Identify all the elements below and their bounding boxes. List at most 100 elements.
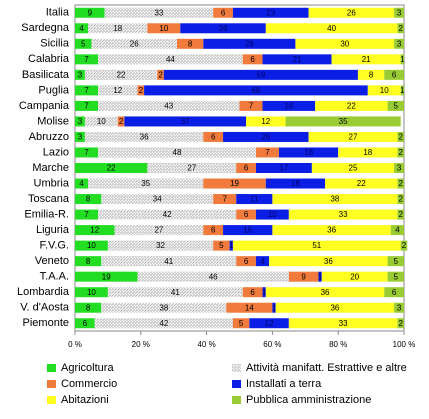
- legend-label: Agricoltura: [61, 362, 114, 374]
- bar-segment: [394, 7, 404, 18]
- value-label: 5: [394, 102, 399, 111]
- bar-segment: [272, 194, 398, 205]
- value-label: 2: [398, 195, 403, 204]
- value-label: 5: [219, 241, 224, 250]
- value-label: 1: [262, 288, 267, 297]
- legend-swatch: [47, 380, 56, 388]
- y-tick-label: Piemonte: [23, 317, 69, 329]
- bar-segment: [75, 7, 105, 18]
- value-label: 2: [398, 319, 403, 328]
- bar-segment: [114, 225, 204, 236]
- value-label: 2: [158, 70, 163, 79]
- bar-segment: [144, 85, 368, 96]
- value-label: 48: [173, 148, 182, 157]
- y-tick-label: Emilia-R.: [24, 208, 69, 220]
- bar-segment: [236, 256, 256, 267]
- bar-segment: [321, 271, 388, 282]
- value-label: 1: [272, 303, 277, 312]
- x-tick-label: 40 %: [197, 340, 215, 349]
- legend-label: Pubblica amministrazione: [246, 394, 371, 406]
- value-label: 6: [244, 210, 249, 219]
- value-label: 51: [312, 241, 321, 250]
- y-tick-label: Sardegna: [21, 22, 70, 34]
- bar-segment: [75, 302, 102, 313]
- value-label: 2: [398, 179, 403, 188]
- value-label: 38: [159, 303, 168, 312]
- value-label: 5: [239, 319, 244, 328]
- value-label: 1: [318, 272, 323, 281]
- bar-segment: [262, 287, 266, 298]
- bar-segment: [394, 163, 404, 173]
- value-label: 8: [369, 70, 374, 79]
- bar-segment: [75, 100, 99, 111]
- value-label: 3: [78, 70, 83, 79]
- bar-segment: [75, 271, 138, 282]
- bar-segment: [75, 256, 102, 267]
- bar-segment: [390, 225, 404, 236]
- bar-segment: [84, 116, 118, 127]
- bar-segment: [176, 38, 204, 49]
- bar-segment: [255, 209, 289, 220]
- bar-segment: [213, 194, 237, 205]
- y-tick-label: Lombardia: [17, 286, 70, 298]
- value-label: 38: [330, 195, 339, 204]
- y-tick-label: Sicilia: [40, 38, 70, 50]
- value-label: 12: [261, 117, 270, 126]
- bar-segment: [288, 318, 398, 329]
- value-label: 10: [97, 117, 106, 126]
- value-label: 4: [395, 226, 400, 235]
- y-tick-label: Campania: [19, 100, 70, 112]
- value-label: 10: [159, 24, 168, 33]
- value-label: 27: [187, 164, 196, 173]
- bar-segment: [318, 271, 322, 282]
- value-label: 59: [256, 70, 265, 79]
- value-label: 4: [79, 179, 84, 188]
- bar-segment: [75, 38, 92, 49]
- value-label: 44: [166, 55, 175, 64]
- bar-segment: [75, 178, 89, 189]
- y-tick-label: T.A.A.: [40, 271, 69, 283]
- bar-segment: [288, 209, 398, 220]
- value-label: 19: [230, 179, 239, 188]
- value-label: 6: [392, 288, 397, 297]
- value-label: 22: [117, 70, 126, 79]
- value-label: 46: [209, 272, 218, 281]
- value-label: 18: [113, 24, 122, 33]
- bar-segment: [272, 225, 391, 236]
- bar-segment: [239, 100, 263, 111]
- bar-segment: [124, 116, 247, 127]
- value-label: 11: [250, 195, 259, 204]
- bar-segment: [236, 163, 256, 173]
- value-label: 36: [140, 133, 149, 142]
- value-label: 14: [245, 303, 254, 312]
- value-label: 12: [90, 226, 99, 235]
- bar-segment: [387, 271, 404, 282]
- bar-segment: [147, 23, 181, 34]
- bar-segment: [394, 38, 404, 49]
- bar-segment: [308, 131, 398, 142]
- legend-swatch: [47, 364, 56, 372]
- value-label: 33: [154, 8, 163, 17]
- bar-segment: [325, 178, 398, 189]
- legend-swatch: [232, 396, 241, 404]
- value-label: 8: [86, 195, 91, 204]
- value-label: 68: [251, 86, 260, 95]
- bar-segment: [75, 131, 85, 142]
- value-label: 1: [400, 55, 405, 64]
- bar-segment: [242, 54, 263, 65]
- value-label: 18: [291, 179, 300, 188]
- bar-segment: [98, 147, 256, 158]
- bar-segment: [397, 318, 404, 329]
- value-label: 23: [266, 8, 275, 17]
- value-label: 42: [159, 319, 168, 328]
- bar-segment: [397, 147, 404, 158]
- value-label: 26: [219, 24, 228, 33]
- bar-segment: [163, 69, 358, 80]
- bar-segment: [203, 38, 296, 49]
- value-label: 8: [188, 39, 193, 48]
- bar-segment: [288, 271, 319, 282]
- bar-segment: [213, 7, 233, 18]
- x-tick-label: 20 %: [132, 340, 150, 349]
- bar-segment: [232, 240, 401, 251]
- value-label: 9: [88, 8, 93, 17]
